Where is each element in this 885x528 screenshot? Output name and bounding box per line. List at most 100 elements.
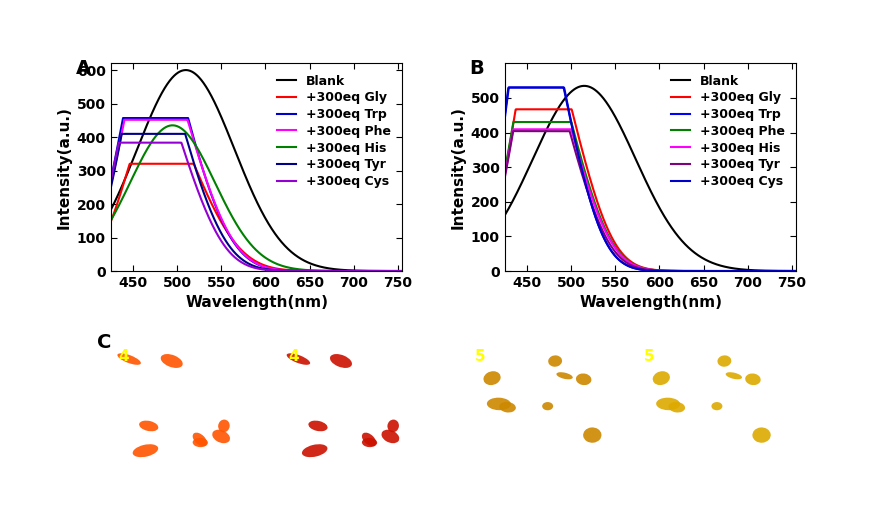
Blank: [686, 247, 696, 253]
Blank: [517, 178, 527, 184]
Line: +300eq Cys: +300eq Cys: [504, 88, 796, 271]
+300eq Tyr: [275, 267, 286, 274]
+300eq Tyr: [327, 268, 338, 274]
Ellipse shape: [543, 402, 553, 410]
+300eq His: [357, 268, 367, 274]
Blank: [292, 253, 303, 259]
+300eq Phe: [686, 268, 696, 274]
+300eq Trp: [677, 268, 688, 274]
+300eq His: [167, 122, 178, 128]
Ellipse shape: [726, 372, 742, 379]
+300eq Tyr: [283, 268, 294, 274]
+300eq Tyr: [117, 131, 127, 137]
Ellipse shape: [499, 402, 516, 412]
+300eq Cys: [292, 268, 303, 274]
Blank: [499, 212, 510, 219]
+300eq Gly: [751, 268, 762, 274]
+300eq Gly: [669, 268, 680, 274]
+300eq Phe: [105, 183, 116, 189]
Line: Blank: Blank: [504, 86, 796, 271]
+300eq Gly: [686, 268, 696, 274]
Ellipse shape: [118, 353, 141, 365]
Line: +300eq Tyr: +300eq Tyr: [111, 134, 403, 271]
+300eq Cys: [283, 268, 294, 274]
Ellipse shape: [752, 428, 771, 443]
+300eq Gly: [105, 219, 116, 225]
+300eq His: [669, 268, 680, 274]
+300eq Trp: [669, 268, 680, 274]
Text: C: C: [97, 333, 112, 352]
Ellipse shape: [712, 402, 722, 410]
Blank: [397, 268, 408, 274]
+300eq His: [275, 262, 286, 268]
+300eq Tyr: [721, 268, 732, 274]
+300eq Cys: [397, 268, 408, 274]
+300eq His: [751, 268, 762, 274]
Blank: [181, 67, 191, 73]
+300eq Phe: [283, 267, 294, 274]
Ellipse shape: [139, 421, 158, 431]
+300eq Tyr: [397, 268, 408, 274]
+300eq Trp: [124, 115, 135, 121]
+300eq Trp: [518, 84, 528, 91]
Text: 4: 4: [288, 350, 298, 364]
+300eq Trp: [751, 268, 762, 274]
+300eq Cys: [669, 268, 680, 274]
+300eq Phe: [327, 268, 338, 274]
Ellipse shape: [287, 353, 310, 365]
+300eq His: [283, 265, 294, 271]
+300eq Trp: [499, 117, 510, 123]
+300eq Trp: [686, 268, 696, 274]
Ellipse shape: [218, 420, 230, 432]
+300eq Tyr: [124, 131, 135, 137]
Blank: [721, 264, 732, 270]
Ellipse shape: [548, 355, 562, 367]
+300eq His: [123, 183, 134, 189]
Text: B: B: [470, 59, 484, 78]
+300eq Phe: [518, 119, 528, 125]
+300eq Phe: [721, 268, 732, 274]
Legend: Blank, +300eq Gly, +300eq Trp, +300eq Phe, +300eq His, +300eq Tyr, +300eq Cys: Blank, +300eq Gly, +300eq Trp, +300eq Ph…: [666, 70, 790, 193]
+300eq Phe: [677, 268, 688, 274]
+300eq Gly: [518, 106, 528, 112]
+300eq Phe: [397, 268, 408, 274]
+300eq His: [292, 266, 303, 272]
+300eq Trp: [292, 268, 303, 274]
Ellipse shape: [330, 354, 352, 368]
Ellipse shape: [362, 432, 376, 446]
+300eq Trp: [504, 84, 514, 91]
Ellipse shape: [388, 420, 399, 432]
Ellipse shape: [212, 430, 230, 443]
Ellipse shape: [487, 398, 511, 410]
+300eq Gly: [677, 268, 688, 274]
+300eq His: [499, 173, 510, 180]
+300eq Cys: [504, 84, 514, 91]
Blank: [105, 207, 116, 213]
Blank: [327, 266, 338, 272]
+300eq His: [397, 268, 408, 274]
+300eq His: [518, 126, 528, 133]
+300eq Cys: [275, 268, 286, 274]
X-axis label: Wavelength(nm): Wavelength(nm): [185, 296, 328, 310]
Ellipse shape: [576, 373, 591, 385]
+300eq Tyr: [751, 268, 762, 274]
+300eq Gly: [511, 106, 521, 112]
+300eq Cys: [751, 268, 762, 274]
Blank: [791, 268, 802, 274]
Ellipse shape: [362, 438, 377, 447]
+300eq Trp: [105, 177, 116, 184]
+300eq His: [721, 268, 732, 274]
Ellipse shape: [557, 372, 573, 379]
Legend: Blank, +300eq Gly, +300eq Trp, +300eq Phe, +300eq His, +300eq Tyr, +300eq Cys: Blank, +300eq Gly, +300eq Trp, +300eq Ph…: [273, 70, 396, 193]
+300eq Trp: [275, 267, 286, 273]
Y-axis label: Intensity(a.u.): Intensity(a.u.): [57, 106, 71, 229]
+300eq Gly: [357, 268, 367, 274]
+300eq Cys: [327, 268, 338, 274]
Ellipse shape: [302, 444, 327, 457]
+300eq Tyr: [105, 185, 116, 192]
Ellipse shape: [745, 373, 761, 385]
Y-axis label: Intensity(a.u.): Intensity(a.u.): [450, 106, 466, 229]
+300eq Gly: [125, 161, 135, 167]
Text: 4: 4: [119, 350, 129, 364]
+300eq Cys: [721, 268, 732, 274]
